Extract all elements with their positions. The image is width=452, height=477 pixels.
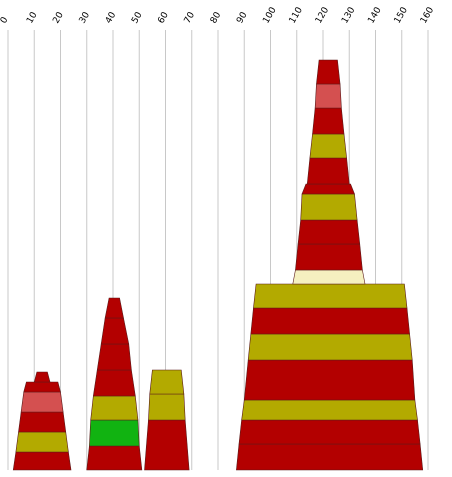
bar-segment xyxy=(149,369,185,395)
stack-2 xyxy=(86,297,143,471)
bar-segment xyxy=(144,419,190,471)
stacks xyxy=(12,59,424,471)
bar-segment xyxy=(90,395,139,421)
bar-segment xyxy=(306,157,350,185)
bar-segment xyxy=(309,133,347,159)
bar-segment xyxy=(243,359,416,401)
bar-segment xyxy=(23,381,61,393)
x-tick-label: 20 xyxy=(51,10,66,25)
x-tick-label: 100 xyxy=(261,5,278,25)
bar-segment xyxy=(12,451,72,471)
bar-segment xyxy=(312,107,345,135)
x-tick-label: 50 xyxy=(130,10,145,25)
bar-segment xyxy=(241,399,418,421)
bar-segment xyxy=(295,243,363,271)
x-tick-label: 120 xyxy=(314,5,331,25)
bar-segment xyxy=(314,83,342,109)
bar-segment xyxy=(18,411,67,433)
bar-segment xyxy=(96,343,132,371)
bar-segment xyxy=(92,369,136,397)
stack-1 xyxy=(12,371,72,471)
x-tick-labels: 0 10 20 30 40 50 60 70 80 90 100 110 120 130 140 150 160 xyxy=(0,5,436,25)
bar-segment xyxy=(20,391,64,413)
bar-segment xyxy=(238,419,421,445)
bar-segment xyxy=(292,269,366,285)
bar-segment xyxy=(33,371,51,383)
x-tick-label: 90 xyxy=(235,10,250,25)
x-tick-label: 110 xyxy=(288,5,305,25)
x-tick-label: 0 xyxy=(0,15,11,25)
x-tick-label: 140 xyxy=(366,5,383,25)
bar-segment xyxy=(301,183,355,195)
bar-segment xyxy=(148,393,186,421)
bar-segment xyxy=(15,431,69,453)
bar-segment xyxy=(297,219,361,245)
bar-segment xyxy=(89,419,140,447)
bar-segment xyxy=(316,59,341,85)
stack-3 xyxy=(144,369,190,471)
x-tick-label: 160 xyxy=(419,5,436,25)
x-tick-label: 80 xyxy=(209,10,224,25)
bar-segment xyxy=(253,283,408,309)
x-tick-label: 130 xyxy=(340,5,357,25)
bar-segment xyxy=(236,443,424,471)
bar-segment xyxy=(86,445,143,471)
bar-segment xyxy=(104,297,124,319)
x-tick-label: 70 xyxy=(183,10,198,25)
x-tick-label: 30 xyxy=(78,10,93,25)
bar-segment xyxy=(300,193,358,221)
bar-segment xyxy=(250,307,410,335)
x-tick-label: 60 xyxy=(156,10,171,25)
bar-segment xyxy=(100,317,130,345)
x-tick-label: 40 xyxy=(104,10,119,25)
stack-4 xyxy=(236,59,424,471)
x-tick-label: 10 xyxy=(25,10,40,25)
x-tick-label: 150 xyxy=(393,5,410,25)
bar-segment xyxy=(247,333,413,361)
